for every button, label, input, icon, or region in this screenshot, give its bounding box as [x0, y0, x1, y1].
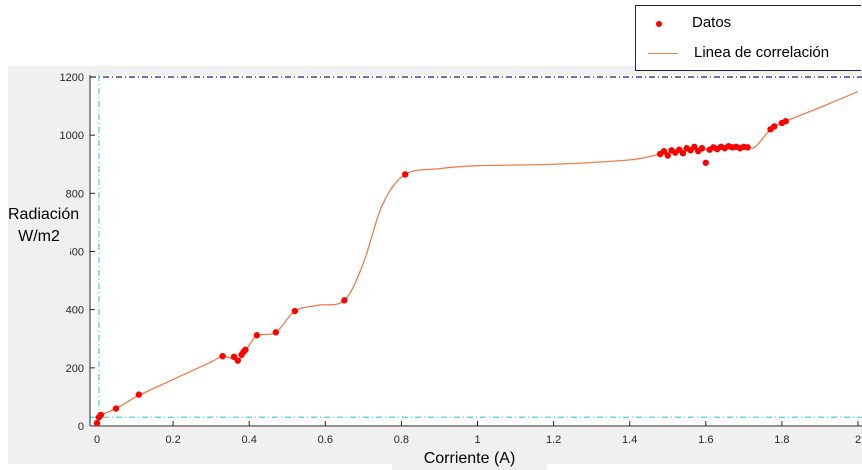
y-tick-label: 1000	[60, 130, 84, 142]
x-tick-label: 0.8	[394, 434, 409, 446]
legend-item-datos: Datos	[636, 10, 861, 36]
x-tick-label: 1.6	[698, 434, 713, 446]
data-point	[93, 419, 101, 427]
x-tick-label: 2	[855, 434, 861, 446]
y-tick-label: 800	[66, 188, 84, 200]
y-axis-label: Radiación W/m2	[8, 204, 80, 282]
data-point	[219, 353, 226, 360]
x-tick-label: 1.8	[774, 434, 789, 446]
x-tick-label: 1.2	[546, 434, 561, 446]
x-tick-label: 0.6	[318, 434, 333, 446]
data-point	[272, 329, 280, 336]
data-point	[660, 147, 668, 155]
data-point	[234, 357, 241, 364]
correlation-line	[96, 90, 859, 427]
data-point	[744, 144, 751, 151]
x-tick-label: 0	[94, 434, 100, 446]
axes-area	[90, 75, 862, 427]
legend-marker-line	[648, 53, 678, 54]
legend-label-datos: Datos	[692, 14, 732, 31]
x-axis-label: Corriente (A)	[392, 448, 547, 470]
legend-marker-dot	[656, 21, 662, 27]
x-tick-label: 0.4	[242, 434, 257, 446]
data-point	[402, 171, 409, 178]
y-tick-label: 1200	[60, 72, 84, 84]
data-point	[698, 145, 706, 152]
data-point	[291, 307, 299, 315]
data-point	[664, 152, 671, 159]
data-point	[771, 123, 778, 130]
y-axis-label-line1: Radiación	[8, 206, 80, 223]
tick-labels: 0 0.2 0.4 0.6 0.8 1 1.2 1.4 1.6 1.8 2 0 200 400 600 800…	[60, 72, 862, 446]
data-point	[112, 405, 120, 412]
y-tick-label: 400	[66, 305, 84, 317]
y-tick-label: 200	[66, 363, 84, 375]
x-tick-label: 1	[474, 434, 480, 446]
reference-lines	[90, 75, 862, 426]
legend-item-correlacion: Linea de correlación	[636, 40, 861, 66]
data-point	[341, 297, 348, 304]
legend: Datos Linea de correlación	[635, 5, 861, 71]
legend-label-correlacion: Linea de correlación	[694, 44, 830, 61]
axes	[89, 75, 862, 427]
y-tick-label: 0	[78, 421, 84, 433]
data-points	[93, 118, 789, 427]
y-axis-label-line2: W/m2	[18, 228, 60, 245]
data-point	[782, 118, 789, 125]
correlation-line-group	[96, 90, 859, 427]
data-point	[242, 346, 249, 354]
x-tick-label: 1.4	[622, 434, 637, 446]
data-point	[702, 159, 709, 166]
data-point	[253, 332, 261, 339]
data-point	[135, 391, 143, 398]
data-point	[679, 149, 687, 157]
data-point	[97, 411, 105, 419]
x-tick-label: 0.2	[165, 434, 180, 446]
data-point	[691, 143, 698, 150]
y-tick-label: 600	[66, 247, 84, 259]
